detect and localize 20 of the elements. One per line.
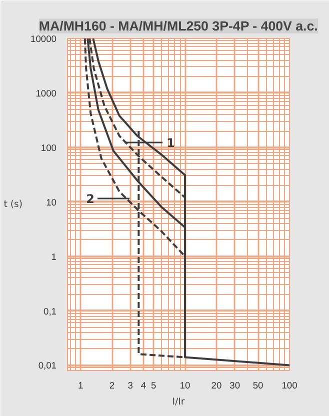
x-tick-label: 3 [128, 380, 134, 390]
x-tick-label: 2 [109, 380, 115, 390]
y-tick-label: 0,01 [38, 360, 56, 371]
y-tick-label: 1000 [36, 88, 57, 98]
x-tick-label: 5 [150, 380, 156, 390]
x-axis-title: I/Ir [172, 396, 185, 408]
x-tick-label: 50 [252, 380, 264, 390]
x-tick-label: 10 [180, 380, 190, 390]
chart-title: MA/MH160 - MA/MH/ML250 3P-4P - 400V a.c. [38, 18, 318, 34]
x-tick-label: 30 [230, 380, 240, 390]
y-tick-label: 100 [40, 142, 57, 153]
x-tick-label: 100 [282, 380, 298, 390]
y-tick-label: 10 [46, 197, 57, 208]
x-tick-label: 1 [78, 380, 84, 390]
x-tick-label: 4 [140, 380, 146, 390]
y-axis-title: t (s) [4, 199, 23, 210]
y-tick-label: 0,1 [44, 306, 56, 316]
x-tick-label: 20 [211, 380, 222, 390]
y-tick-label: 10000 [30, 34, 57, 44]
y-tick-label: 1 [51, 252, 57, 262]
